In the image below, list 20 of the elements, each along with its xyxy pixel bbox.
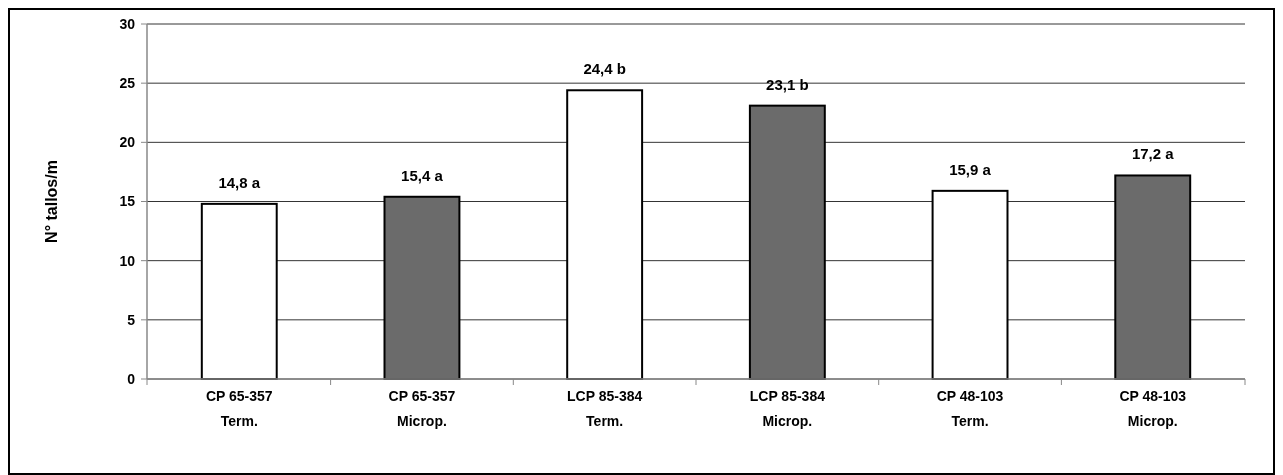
x-tick-label: CP 48-103 Microp. bbox=[1119, 388, 1187, 429]
y-tick-label: 0 bbox=[127, 370, 136, 387]
x-tick-label: CP 65-357 Microp. bbox=[388, 388, 456, 429]
y-tick-label: 10 bbox=[119, 252, 136, 269]
y-tick-label: 25 bbox=[119, 75, 136, 92]
x-tick-label: LCP 85-384 Term. bbox=[567, 388, 643, 429]
data-label: 23,1 b bbox=[766, 75, 809, 93]
y-tick-label: 20 bbox=[119, 134, 136, 151]
y-tick-label: 30 bbox=[119, 15, 136, 32]
y-tick-label: 15 bbox=[119, 193, 136, 210]
data-label: 14,8 a bbox=[218, 173, 261, 191]
y-axis-title: N° tallos/m bbox=[43, 160, 60, 243]
x-tick-label: CP 65-357 Term. bbox=[205, 388, 273, 429]
data-label: 24,4 b bbox=[583, 60, 626, 78]
data-label: 17,2 a bbox=[1131, 145, 1175, 163]
x-tick-label: LCP 85-384 Microp. bbox=[749, 388, 826, 429]
data-label: 15,4 a bbox=[401, 166, 444, 184]
y-tick-label: 5 bbox=[127, 311, 136, 328]
x-tick-label: CP 48-103 Term. bbox=[936, 388, 1004, 429]
data-label: 15,9 a bbox=[949, 160, 992, 178]
